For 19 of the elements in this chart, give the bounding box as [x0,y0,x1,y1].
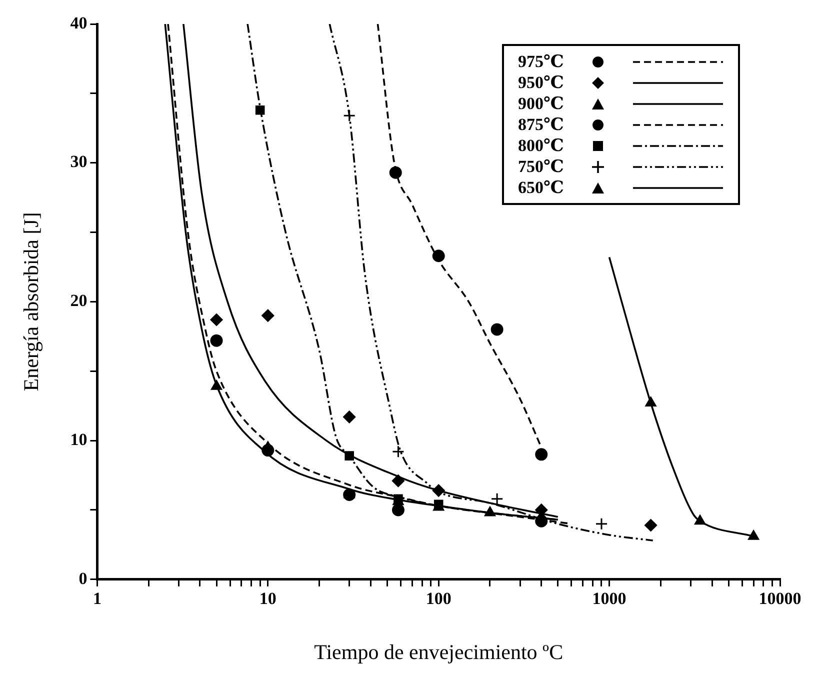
x-tick-label: 10000 [758,588,802,608]
x-tick-label: 1 [92,588,102,608]
x-tick-label: 100 [426,588,452,608]
legend-label: 750℃ [518,156,565,176]
y-tick-label: 0 [78,568,88,588]
y-tick-label: 20 [70,291,88,310]
y-tick-label: 10 [70,430,88,449]
y-tick-label: 40 [70,13,88,32]
x-tick-label: 1000 [592,588,626,608]
legend-label: 650℃ [518,178,565,198]
y-tick-label: 30 [70,152,88,172]
legend-label: 950℃ [518,72,565,92]
legend-label: 975℃ [518,52,565,72]
x-axis-title: Tiempo de envejecimiento ºC [314,640,564,664]
x-tick-label: 10 [259,588,276,608]
legend-label: 875℃ [518,114,565,134]
legend-label: 900℃ [518,94,565,114]
y-axis-title: Energía absorbida [J] [19,212,44,392]
legend-label: 800℃ [518,136,565,156]
